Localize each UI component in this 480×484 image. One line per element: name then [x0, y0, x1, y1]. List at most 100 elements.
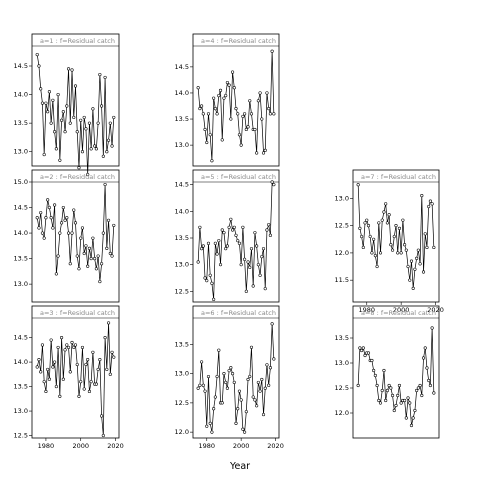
data-point	[80, 226, 85, 230]
data-point	[236, 239, 240, 243]
data-point	[72, 115, 76, 120]
data-point	[53, 130, 57, 134]
data-point	[65, 343, 69, 347]
data-point	[49, 216, 53, 220]
data-point	[401, 218, 405, 222]
data-point	[198, 107, 202, 111]
data-point	[392, 408, 396, 413]
data-point	[432, 245, 436, 250]
data-point	[241, 114, 245, 119]
data-point	[432, 391, 436, 395]
data-point	[403, 243, 407, 247]
data-point	[253, 398, 257, 402]
data-point	[46, 367, 50, 372]
data-point	[58, 158, 62, 162]
data-point	[35, 52, 39, 57]
data-point	[86, 172, 90, 177]
data-point	[73, 343, 78, 347]
data-point	[58, 231, 62, 235]
data-point	[56, 254, 60, 258]
y-tick-label: 13.0	[14, 280, 28, 288]
data-point	[396, 393, 400, 398]
y-tick-label: 13.5	[175, 340, 189, 348]
data-point	[224, 93, 228, 98]
data-point	[105, 367, 109, 372]
data-point	[380, 388, 384, 393]
data-point	[94, 382, 98, 386]
data-point	[234, 107, 238, 111]
y-tick-label: 12.0	[335, 249, 349, 257]
panel-frame	[31, 305, 120, 439]
data-point	[68, 262, 72, 266]
data-point	[363, 353, 367, 358]
data-point	[108, 121, 112, 125]
x-tick-label: 2000	[393, 306, 410, 314]
data-point	[73, 84, 78, 88]
data-point	[44, 389, 48, 394]
data-point	[272, 112, 276, 116]
data-point	[382, 368, 386, 373]
data-point	[268, 233, 272, 237]
data-point	[66, 231, 71, 235]
data-point	[244, 410, 248, 414]
x-tick-label: 2020	[107, 442, 124, 450]
data-point	[373, 373, 377, 378]
data-point	[375, 383, 379, 388]
data-point	[198, 383, 202, 387]
data-point	[356, 383, 360, 388]
panel-6: a=6 : f=Residual catch 12.0 12.5 13.0 13.5 19…	[175, 305, 284, 450]
data-point	[416, 386, 420, 390]
data-point	[208, 133, 212, 137]
panel-frame	[352, 305, 440, 439]
y-tick-label: 14.5	[175, 181, 189, 189]
data-point	[89, 147, 93, 151]
y-tick-label: 13.0	[14, 148, 28, 156]
data-point	[101, 433, 105, 438]
data-point	[249, 112, 254, 116]
data-point	[392, 234, 396, 239]
data-point	[390, 248, 395, 252]
data-point	[106, 321, 111, 325]
data-point	[47, 90, 51, 94]
data-point	[77, 394, 81, 398]
data-point	[217, 348, 221, 352]
data-point	[35, 216, 39, 220]
data-point	[428, 383, 432, 388]
data-point	[425, 366, 429, 370]
data-point	[196, 386, 200, 390]
data-point	[232, 380, 236, 384]
data-point	[40, 231, 45, 235]
data-point	[77, 267, 81, 271]
data-point	[51, 226, 55, 230]
data-point	[256, 380, 260, 384]
data-point	[79, 118, 83, 122]
data-point	[358, 346, 362, 350]
data-point	[110, 254, 114, 258]
data-point	[212, 297, 216, 301]
data-point	[243, 257, 247, 261]
x-tick-label: 1980	[198, 442, 215, 450]
y-tick-label: 14.5	[14, 334, 28, 342]
data-point	[246, 125, 250, 129]
panel-5: a=5 : f=Residual catch 12.5 13.0 13.5 14.0 14…	[175, 169, 280, 303]
data-point	[60, 118, 64, 122]
data-point	[373, 254, 377, 258]
data-point	[91, 107, 95, 111]
data-point	[63, 348, 67, 352]
data-point	[399, 401, 403, 405]
data-point	[205, 140, 209, 145]
data-point	[84, 362, 88, 367]
data-point	[66, 67, 71, 71]
data-point	[208, 421, 212, 425]
data-point	[265, 363, 269, 367]
data-point	[382, 210, 386, 214]
data-point	[196, 86, 200, 90]
data-point	[72, 208, 76, 212]
data-point	[365, 218, 369, 222]
data-point	[37, 226, 41, 230]
y-tick-label: 12.5	[335, 384, 349, 392]
data-point	[42, 152, 46, 157]
y-tick-label: 14.0	[14, 91, 28, 99]
data-point	[112, 115, 116, 120]
x-tick-label: 1980	[358, 306, 375, 314]
